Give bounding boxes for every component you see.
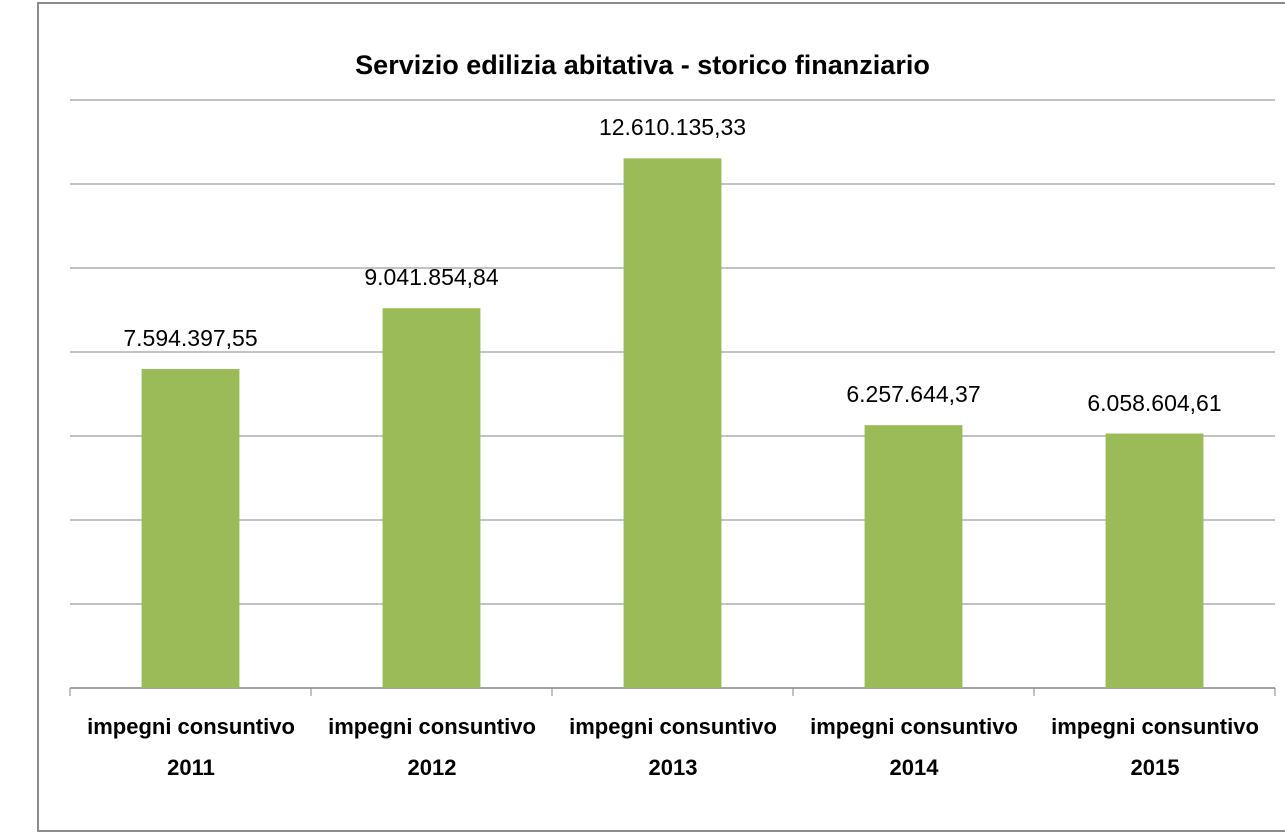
x-tick-label: impegni consuntivo 2014	[810, 714, 1018, 780]
bar	[1105, 433, 1204, 688]
bar	[623, 158, 722, 688]
data-label: 9.041.854,84	[364, 264, 499, 291]
data-label: 7.594.397,55	[123, 325, 258, 352]
x-tick-label: impegni consuntivo 2012	[328, 714, 536, 780]
x-tick-label: impegni consuntivo 2015	[1051, 714, 1259, 780]
chart-title: Servizio edilizia abitativa - storico fi…	[355, 50, 930, 80]
x-tick-label: impegni consuntivo 2011	[87, 714, 295, 780]
bar	[382, 308, 481, 688]
data-label: 6.257.644,37	[846, 381, 981, 408]
data-label: 6.058.604,61	[1087, 389, 1222, 416]
bar	[864, 425, 963, 688]
bar	[141, 369, 240, 688]
x-tick-label: impegni consuntivo 2013	[569, 714, 777, 780]
data-label: 12.610.135,33	[598, 114, 747, 141]
